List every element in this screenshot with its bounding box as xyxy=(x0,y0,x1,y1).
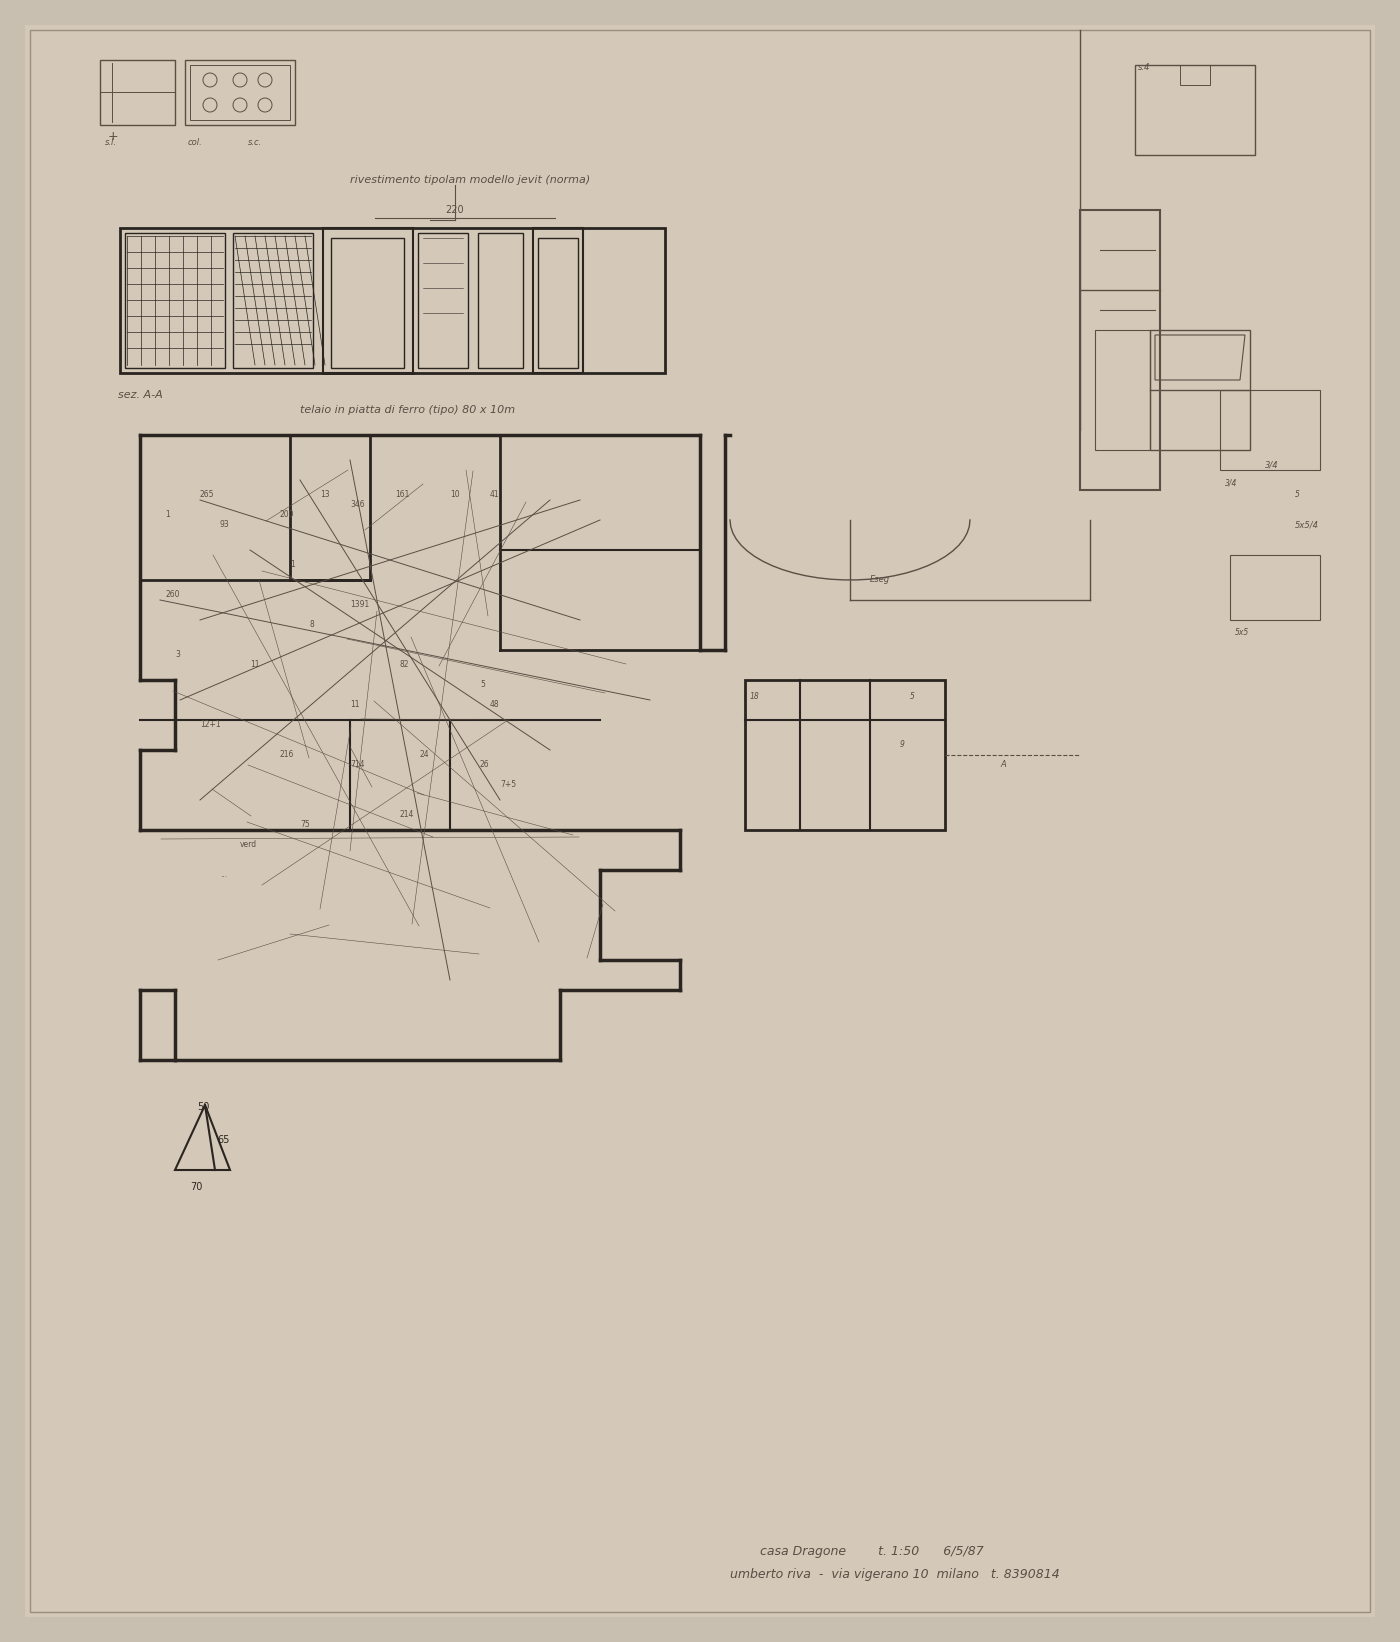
Text: 3/4: 3/4 xyxy=(1266,460,1278,470)
Bar xyxy=(419,233,468,368)
Text: 82: 82 xyxy=(400,660,409,668)
Text: umberto riva  -  via vigerano 10  milano   t. 8390814: umberto riva - via vigerano 10 milano t.… xyxy=(729,1568,1060,1581)
Bar xyxy=(1079,210,1161,489)
Text: 200: 200 xyxy=(280,511,294,519)
Bar xyxy=(120,228,665,373)
Text: 5: 5 xyxy=(480,680,484,690)
Text: 26: 26 xyxy=(480,760,490,768)
Text: 1: 1 xyxy=(165,511,169,519)
Text: +: + xyxy=(108,130,119,143)
Bar xyxy=(1095,330,1149,450)
Text: 11: 11 xyxy=(350,699,360,709)
Text: 5x5/4: 5x5/4 xyxy=(1295,521,1319,529)
Text: 13: 13 xyxy=(321,489,329,499)
Bar xyxy=(1149,330,1250,450)
Text: 50: 50 xyxy=(197,1102,210,1112)
Text: rivestimento tipolam modello jevit (norma): rivestimento tipolam modello jevit (norm… xyxy=(350,176,591,186)
Text: 65: 65 xyxy=(217,1135,230,1144)
Text: 9: 9 xyxy=(900,741,904,749)
Bar xyxy=(185,61,295,125)
Text: verd: verd xyxy=(239,841,258,849)
Text: telaio in piatta di ferro (tipo) 80 x 10m: telaio in piatta di ferro (tipo) 80 x 10… xyxy=(300,406,515,415)
Text: 41: 41 xyxy=(490,489,500,499)
Bar xyxy=(538,238,578,368)
Text: sez. A-A: sez. A-A xyxy=(118,391,162,401)
Text: 7+5: 7+5 xyxy=(500,780,517,790)
Bar xyxy=(190,66,290,120)
Bar xyxy=(477,233,524,368)
Text: s.4: s.4 xyxy=(1138,62,1151,72)
Bar xyxy=(1219,391,1320,470)
Text: 18: 18 xyxy=(750,691,760,701)
Text: 214: 214 xyxy=(400,810,414,819)
Text: 75: 75 xyxy=(300,819,309,829)
Text: 5: 5 xyxy=(910,691,914,701)
Text: casa Dragone        t. 1:50      6/5/87: casa Dragone t. 1:50 6/5/87 xyxy=(760,1545,984,1558)
Text: 3: 3 xyxy=(175,650,179,658)
Text: 24: 24 xyxy=(420,750,430,759)
Text: Eseg: Eseg xyxy=(869,575,890,585)
Text: s.c.: s.c. xyxy=(248,138,262,148)
Text: 5x5: 5x5 xyxy=(1235,627,1249,637)
Text: ...: ... xyxy=(220,870,227,878)
Bar xyxy=(1180,66,1210,85)
Text: 220: 220 xyxy=(445,205,465,215)
Text: 11: 11 xyxy=(251,660,259,668)
Bar xyxy=(232,233,314,368)
Text: 10: 10 xyxy=(449,489,459,499)
Text: 1: 1 xyxy=(290,560,295,570)
Bar xyxy=(99,61,175,125)
Text: 161: 161 xyxy=(395,489,409,499)
Bar xyxy=(330,238,405,368)
Text: 5: 5 xyxy=(1295,489,1299,499)
Text: 346: 346 xyxy=(350,501,364,509)
Text: 48: 48 xyxy=(490,699,500,709)
Text: A: A xyxy=(1000,760,1005,768)
Text: 265: 265 xyxy=(200,489,214,499)
Text: col.: col. xyxy=(188,138,203,148)
Text: 714: 714 xyxy=(350,760,364,768)
Text: 8: 8 xyxy=(309,621,315,629)
Bar xyxy=(745,680,945,829)
Bar xyxy=(1135,66,1254,154)
Text: s.l.: s.l. xyxy=(105,138,118,148)
Bar xyxy=(1231,555,1320,621)
Text: 70: 70 xyxy=(190,1182,203,1192)
Bar xyxy=(533,228,582,373)
Text: 216: 216 xyxy=(280,750,294,759)
Bar xyxy=(125,233,225,368)
Text: 3/4: 3/4 xyxy=(1225,478,1238,488)
Text: 260: 260 xyxy=(165,589,179,599)
Text: 1391: 1391 xyxy=(350,599,370,609)
Text: 93: 93 xyxy=(220,521,230,529)
Bar xyxy=(323,228,413,373)
Text: 12+1: 12+1 xyxy=(200,719,221,729)
